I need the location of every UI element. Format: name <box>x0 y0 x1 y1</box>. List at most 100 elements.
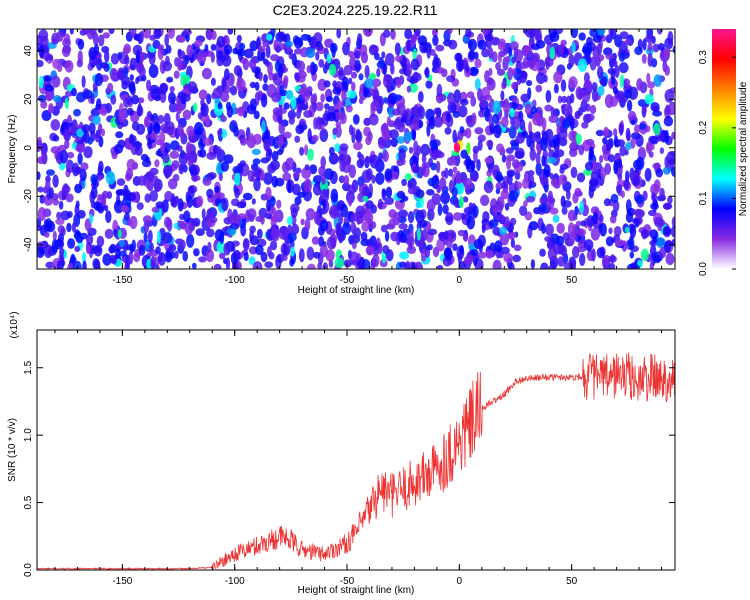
spectrogram-blob <box>425 80 433 89</box>
spectrogram-blob <box>618 123 624 136</box>
spectrogram-blob <box>560 245 568 257</box>
spectrogram-blob <box>648 151 654 158</box>
spectrogram-blob <box>145 179 151 190</box>
spectrogram-blob <box>271 227 280 242</box>
spectrogram-blob <box>543 164 551 178</box>
spectrogram-blob <box>396 190 406 199</box>
spectrogram-blob <box>223 154 234 164</box>
spectrogram-blob <box>608 255 617 263</box>
spectrogram-blob <box>464 178 473 191</box>
spectrogram-blob <box>405 108 411 122</box>
spectrogram-blob <box>255 244 264 256</box>
spectrogram-blob <box>492 100 501 115</box>
spectrogram-blob <box>37 207 47 221</box>
spectrogram-blob <box>597 85 605 97</box>
spectrogram-blob <box>356 33 363 47</box>
spectrogram-blob <box>332 80 337 89</box>
spectrogram-blob <box>152 123 160 133</box>
spectrogram-blob <box>513 244 522 252</box>
spectrogram-blob <box>509 107 515 118</box>
spectrogram-blob <box>619 145 627 157</box>
spectrogram-blob <box>505 55 511 63</box>
spectrogram-blob <box>339 161 346 172</box>
spectrogram-blob <box>566 95 572 106</box>
spectrogram-blob <box>73 108 81 117</box>
spectrogram-blob <box>378 137 386 150</box>
spectrogram-blob <box>515 181 523 190</box>
spectrogram-blob <box>285 40 293 48</box>
spectrogram-blob <box>265 186 272 199</box>
spectrogram-blob <box>320 93 325 103</box>
spectrogram-blob <box>139 30 144 43</box>
y-tick-label: -40 <box>23 237 34 252</box>
colorbar: 0.0 0.1 0.2 0.3 Normalized spectral amplitu… <box>698 29 749 276</box>
spectrogram-blob <box>393 94 403 101</box>
spectrogram-blob <box>568 76 578 89</box>
spectrogram-blob <box>135 145 143 156</box>
spectrogram-blob <box>415 189 425 199</box>
spectrogram-blob <box>239 42 246 51</box>
spectrogram-blob <box>509 217 517 226</box>
spectrogram-blob <box>338 213 344 225</box>
spectrogram-blob <box>129 215 138 230</box>
spectrogram-blob <box>412 165 420 174</box>
spectrogram-blob <box>52 135 60 142</box>
spectrogram-blob <box>611 77 616 85</box>
spectrogram-blob <box>448 39 458 50</box>
spectrogram-blob <box>525 29 535 38</box>
spectrogram-blob <box>147 229 153 244</box>
spectrogram-blob <box>290 246 295 257</box>
spectrogram-blob <box>378 152 383 162</box>
spectrogram-blob <box>662 226 672 236</box>
spectrogram-blob <box>225 257 231 269</box>
spectrogram-blob <box>599 155 604 164</box>
spectrogram-blob <box>488 113 493 127</box>
spectrogram-blob <box>583 168 593 176</box>
spectrogram-blob <box>41 110 52 121</box>
spectrogram-blob <box>370 100 381 112</box>
spectrogram-blob <box>539 248 546 257</box>
spectrogram-blob <box>596 54 605 62</box>
x-tick-label: -150 <box>112 576 132 587</box>
spectrogram-blob <box>436 83 443 98</box>
spectrogram-blob <box>474 58 482 68</box>
spectrogram-blob <box>108 245 117 254</box>
spectrogram-blob <box>652 235 658 244</box>
spectrogram-blob <box>656 237 666 246</box>
spectrogram-blob <box>513 46 519 60</box>
spectrogram-blob <box>150 88 161 100</box>
spectrogram-blob <box>264 212 272 219</box>
spectrogram-blob <box>313 211 320 225</box>
spectrogram-blob <box>492 259 502 269</box>
spectrogram-blob <box>304 144 309 156</box>
spectrogram-blob <box>525 59 536 68</box>
spectrogram-blob <box>664 89 675 103</box>
spectrogram-blob <box>270 206 277 216</box>
spectrogram-blob <box>66 151 75 159</box>
spectrogram-blob <box>359 153 365 167</box>
spectrogram-blob <box>623 179 630 190</box>
spectrogram-blob <box>67 238 76 249</box>
spectrogram-blob <box>205 249 215 263</box>
spectrogram-blob <box>342 154 352 166</box>
spectrogram-blob <box>640 248 649 262</box>
spectrogram-blob <box>243 48 254 59</box>
spectrogram-blob <box>205 115 210 128</box>
spectrogram-blob <box>398 209 408 218</box>
spectrogram-blob <box>552 151 559 158</box>
spectrogram-blob <box>663 115 674 127</box>
spectrogram-blob <box>503 252 514 263</box>
spectrogram-blob <box>318 236 325 248</box>
spectrogram-blob <box>592 35 602 43</box>
spectrogram-blob <box>167 178 178 190</box>
spectrogram-blob <box>562 232 571 241</box>
spectrogram-blob <box>58 200 64 210</box>
spectrogram-blob <box>415 201 421 209</box>
spectrogram-blob <box>560 103 570 111</box>
spectrogram-blob <box>38 94 47 103</box>
spectrogram-blob <box>568 259 576 269</box>
spectrogram-blob <box>343 175 350 186</box>
spectrogram-blob <box>135 77 140 85</box>
spectrogram-blob <box>102 32 111 39</box>
spectrogram-blob <box>105 210 112 223</box>
